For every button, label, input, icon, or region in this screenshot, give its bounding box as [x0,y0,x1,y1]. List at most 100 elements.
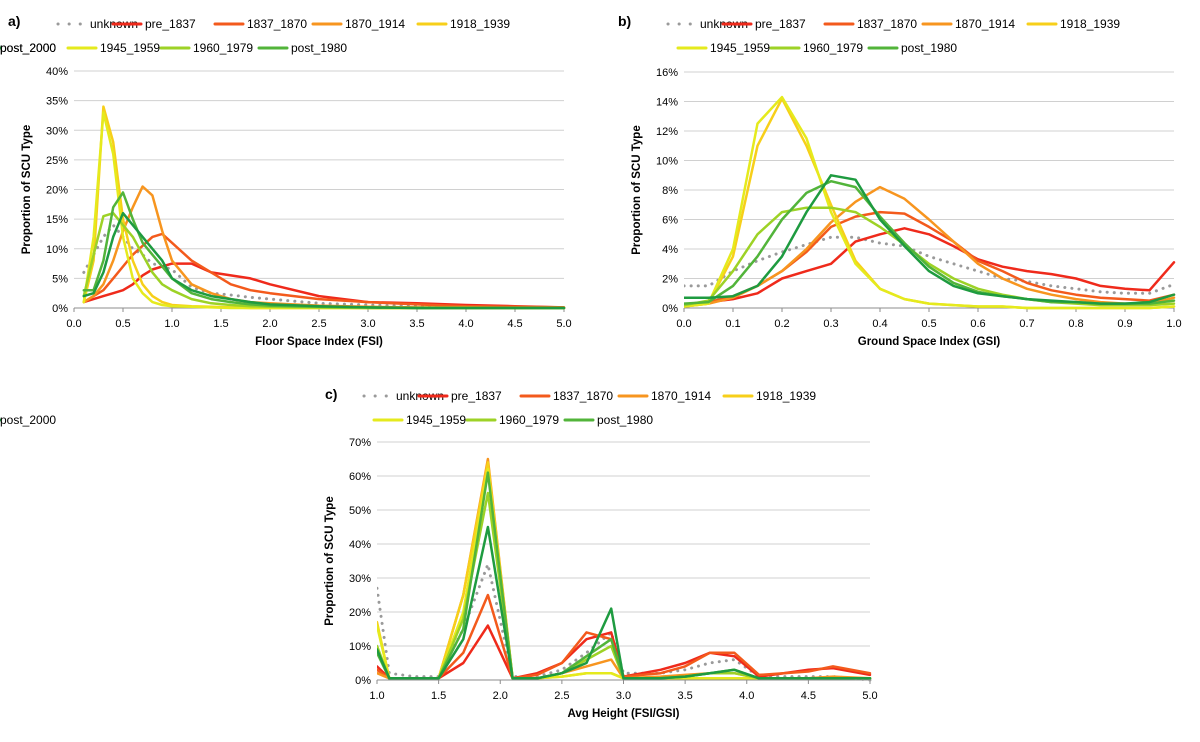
y-axis-title: Proportion of SCU Type [21,125,33,254]
legend-label: 1870_1914 [345,17,405,31]
x-tick-label: 1.5 [431,690,446,702]
panel-label: c) [325,386,337,402]
series-line-post-2000 [82,211,566,310]
legend-item: 1870_1914 [617,389,711,403]
legend-label: post_2000 [0,413,56,427]
x-axis-title: Floor Space Index (FSI) [255,336,383,348]
legend-item: post_2000 [0,41,56,55]
x-tick-label: 0.7 [1019,318,1034,330]
series-line-1945-1959 [684,95,1176,310]
legend-item: pre_1837 [721,17,806,31]
legend-label: 1945_1959 [710,41,770,55]
series-lines [377,457,872,682]
series-line-1960-1979 [377,491,872,680]
legend-item: 1945_1959 [676,41,770,55]
x-tick-label: 5.0 [862,690,877,702]
series-line-unknown [377,562,872,682]
x-tick-label: 0.0 [676,318,691,330]
series-line-post-2000 [684,174,1176,305]
x-tick-label: 0.8 [1068,318,1083,330]
y-tick-label: 15% [46,214,68,226]
y-tick-label: 10% [656,156,678,168]
y-tick-label: 20% [349,607,371,619]
legend-item: 1837_1870 [213,17,307,31]
legend-label: 1870_1914 [955,17,1015,31]
series-line-1960-1979 [684,206,1176,307]
series-line-1837-1870 [82,232,566,309]
legend-label: 1918_1939 [756,389,816,403]
y-tick-label: 50% [349,505,371,517]
legend-label: 1960_1979 [499,413,559,427]
x-tick-label: 0.1 [725,318,740,330]
legend-item: pre_1837 [111,17,196,31]
legend-item: 1918_1939 [416,17,510,31]
legend-label: 1870_1914 [651,389,711,403]
legend-label: pre_1837 [145,17,196,31]
y-tick-label: 60% [349,471,371,483]
x-tick-label: 0.4 [872,318,887,330]
x-tick-label: 3.5 [409,318,424,330]
series-line-unknown [684,235,1176,295]
legend-item: 1945_1959 [372,413,466,427]
y-tick-label: 12% [656,126,678,138]
y-tick-label: 5% [52,273,68,285]
x-tick-label: 2.5 [311,318,326,330]
legend-label: 1960_1979 [803,41,863,55]
x-tick-label: 2.0 [493,690,508,702]
x-tick-label: 2.5 [554,690,569,702]
legend-item: 1837_1870 [519,389,613,403]
legend-item: post_1980 [257,41,347,55]
legend-label: 1837_1870 [247,17,307,31]
series-line-pre-1837 [82,262,566,309]
chart-panel-c: c) 0% 10% 20% 30% 40% 50% 60% 70% 1.0 1.5 2.0 2.5 3.0… [0,386,878,720]
legend-item: post_2000 [0,41,56,55]
y-tick-label: 40% [349,539,371,551]
y-tick-label: 14% [656,97,678,109]
series-lines [684,95,1176,310]
x-tick-label: 4.5 [507,318,522,330]
panel-label: a) [8,13,20,29]
x-tick-label: 4.5 [801,690,816,702]
y-tick-label: 40% [46,66,68,78]
legend-item: post_2000 [0,413,56,427]
y-tick-label: 16% [656,67,678,79]
legend-label: post_2000 [0,41,56,55]
legend-label: 1837_1870 [857,17,917,31]
legend-item: 1945_1959 [66,41,160,55]
legend-label: 1960_1979 [193,41,253,55]
x-tick-label: 1.0 [1166,318,1181,330]
x-tick-label: 0.9 [1117,318,1132,330]
x-tick-label: 5.0 [556,318,571,330]
x-tick-label: 0.5 [115,318,130,330]
legend-label: pre_1837 [451,389,502,403]
legend-label: post_1980 [291,41,347,55]
series-line-1870-1914 [82,185,566,310]
legend-item: 1837_1870 [823,17,917,31]
legend-label: 1918_1939 [1060,17,1120,31]
y-tick-label: 10% [349,641,371,653]
legend-label: pre_1837 [755,17,806,31]
x-tick-label: 0.6 [970,318,985,330]
legend-item: 1870_1914 [921,17,1015,31]
legend-item: pre_1837 [417,389,502,403]
x-tick-label: 0.2 [774,318,789,330]
panel-label: b) [618,13,631,29]
legend-item: 1918_1939 [1026,17,1120,31]
legend-label: 1918_1939 [450,17,510,31]
x-tick-label: 1.5 [213,318,228,330]
legend-label: 1945_1959 [100,41,160,55]
x-tick-label: 4.0 [458,318,473,330]
series-lines [82,105,566,310]
y-tick-label: 0% [662,303,678,315]
x-tick-label: 3.0 [360,318,375,330]
y-tick-label: 70% [349,437,371,449]
legend-item: 1960_1979 [159,41,253,55]
x-tick-label: 3.0 [616,690,631,702]
series-line-unknown [82,223,566,310]
y-tick-label: 8% [662,185,678,197]
x-axis-title: Ground Space Index (GSI) [858,336,1001,348]
legend-item: 1960_1979 [465,413,559,427]
series-line-pre-1837 [684,227,1176,307]
legend-item: 1960_1979 [769,41,863,55]
